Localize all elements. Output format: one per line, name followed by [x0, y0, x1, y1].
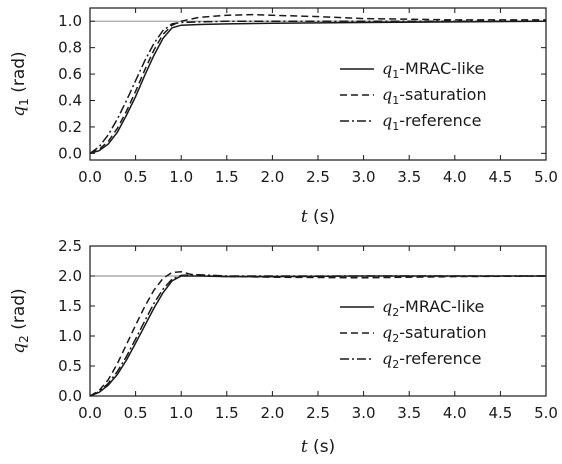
chart0-legend-entry-label: q1-reference — [382, 111, 481, 133]
chart0-x-axis-symbol: t — [301, 207, 308, 227]
chart0-x-tick-label: 4.5 — [488, 168, 512, 186]
chart0-x-tick-label: 2.0 — [260, 168, 284, 186]
chart0-x-tick-label: 2.5 — [306, 168, 330, 186]
chart1-legend-subscript: 2 — [392, 358, 399, 371]
chart0-legend-subscript: 1 — [392, 68, 399, 81]
chart1-y-axis-subscript: 2 — [17, 335, 31, 343]
chart0-legend-symbol: q — [382, 85, 392, 104]
chart0-x-tick-label: 0.0 — [78, 168, 102, 186]
chart0-y-tick-label: 0.6 — [58, 65, 82, 83]
chart0-legend-subscript: 1 — [392, 94, 399, 107]
chart0-y-axis-unit: (rad) — [9, 51, 29, 98]
chart1-legend-entry-label: q2-reference — [382, 349, 481, 371]
chart1-x-tick-label: 4.0 — [443, 404, 467, 422]
chart0-plot-frame — [89, 7, 547, 161]
chart1-y-tick-label: 1.0 — [58, 327, 82, 345]
chart1-x-tick-label: 5.0 — [534, 404, 558, 422]
chart1-legend-subscript: 2 — [392, 306, 399, 319]
chart0-x-tick-label: 1.5 — [215, 168, 239, 186]
chart1-legend-symbol: q — [382, 349, 392, 368]
chart1-legend-symbol: q — [382, 297, 392, 316]
chart0-y-axis-label: q1 (rad) — [9, 51, 31, 116]
chart1-x-tick-label: 4.5 — [488, 404, 512, 422]
chart0-y-tick-label: 0.4 — [58, 92, 82, 110]
chart0-legend-text: -MRAC-like — [399, 59, 484, 78]
chart0-y-tick-label: 0.0 — [58, 144, 82, 162]
q2-chart: 0.0 0.5 1.0 1.5 2.0 2.5 3.0 3.5 4.0 4.5 5.0 0.0 0.5 1… — [9, 237, 558, 457]
chart1-x-tick-label: 1.5 — [215, 404, 239, 422]
chart0-x-tick-label: 3.5 — [397, 168, 421, 186]
q1-chart: 0.0 0.5 1.0 1.5 2.0 2.5 3.0 3.5 4.0 4.5 5.0 0.0 0.2 0… — [9, 7, 558, 227]
chart1-series-dashdot-line — [89, 274, 546, 397]
chart1-y-axis-unit: (rad) — [9, 288, 29, 335]
chart0-x-tick-label: 3.0 — [352, 168, 376, 186]
chart1-legend-text: -saturation — [399, 323, 486, 342]
chart1-x-tick-label: 2.5 — [306, 404, 330, 422]
chart1-x-tick-label: 0.0 — [78, 404, 102, 422]
chart0-x-tick-label: 4.0 — [443, 168, 467, 186]
chart1-y-axis-label: q2 (rad) — [9, 288, 31, 353]
chart1-x-tick-label: 1.0 — [169, 404, 193, 422]
chart0-legend-entry-label: q1-MRAC-like — [382, 59, 484, 81]
chart0-x-axis-unit: (s) — [308, 207, 336, 227]
chart1-legend-text: -MRAC-like — [399, 297, 484, 316]
chart0-y-tick-label: 0.8 — [58, 39, 82, 57]
chart1-legend-symbol: q — [382, 323, 392, 342]
chart1-x-axis-symbol: t — [301, 437, 308, 457]
chart1-x-tick-label: 3.0 — [352, 404, 376, 422]
chart1-y-tick-label: 1.5 — [58, 297, 82, 315]
chart0-series-dashed-line — [89, 13, 546, 155]
chart0-x-tick-label: 5.0 — [534, 168, 558, 186]
chart0-y-axis-subscript: 1 — [17, 98, 31, 106]
chart0-series-solid-line — [89, 20, 547, 155]
chart1-y-tick-label: 2.0 — [58, 267, 82, 285]
chart1-y-tick-label: 0.5 — [58, 357, 82, 375]
chart0-x-tick-label: 1.0 — [169, 168, 193, 186]
chart0-legend-entry-label: q1-saturation — [382, 85, 487, 107]
chart1-y-axis-symbol: q — [9, 343, 29, 354]
chart0-y-axis-symbol: q — [9, 106, 29, 117]
chart1-y-tick-label: 2.5 — [58, 237, 82, 255]
chart1-x-axis-label: t (s) — [301, 437, 335, 457]
chart0-legend-text: -reference — [399, 111, 481, 130]
chart0-legend-text: -saturation — [399, 85, 486, 104]
chart0-series-dashdot-line — [89, 20, 546, 155]
chart1-x-axis-unit: (s) — [308, 437, 336, 457]
chart1-plot-frame — [89, 245, 547, 397]
chart1-x-tick-label: 2.0 — [260, 404, 284, 422]
chart0-x-axis-label: t (s) — [301, 207, 335, 227]
chart1-legend-entry-label: q2-MRAC-like — [382, 297, 484, 319]
chart1-x-tick-label: 0.5 — [124, 404, 148, 422]
chart1-legend-text: -reference — [399, 349, 481, 368]
chart0-legend-symbol: q — [382, 111, 392, 130]
chart1-legend-entry-label: q2-saturation — [382, 323, 487, 345]
chart0-y-tick-label: 0.2 — [58, 118, 82, 136]
chart1-x-tick-label: 3.5 — [397, 404, 421, 422]
chart1-series-dashed-line — [89, 271, 547, 397]
chart0-y-tick-label: 1.0 — [58, 12, 82, 30]
chart1-y-tick-label: 0.0 — [58, 387, 82, 405]
chart0-x-tick-label: 0.5 — [124, 168, 148, 186]
chart0-legend-symbol: q — [382, 59, 392, 78]
chart1-legend-subscript: 2 — [392, 332, 399, 345]
chart0-legend-subscript: 1 — [392, 120, 399, 133]
